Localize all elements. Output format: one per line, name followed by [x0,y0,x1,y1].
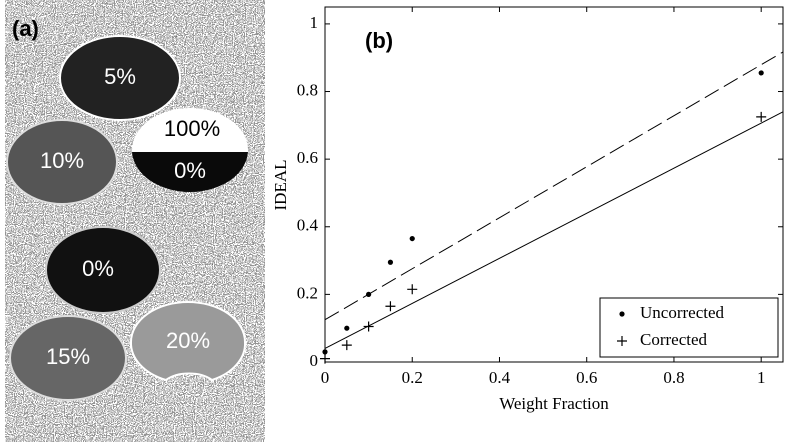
fit-line [324,111,784,349]
point [341,340,352,351]
x-tick-label: 0 [321,368,330,387]
point [407,284,418,295]
point [344,325,350,331]
vial [9,315,127,401]
y-tick-label: 0.8 [297,80,318,99]
legend-box [599,297,779,358]
point [363,321,374,332]
panel-label: (a) [12,16,39,41]
point [322,349,328,355]
x-tick-label: 0.4 [489,368,511,387]
vial [59,35,181,121]
vial [45,226,161,314]
x-axis-label: Weight Fraction [499,394,609,413]
x-tick-label: 0.8 [663,368,684,387]
mri-image: (a) 5% 100% 0% 10% 0% 15% 20% [5,0,265,442]
region-label: 100% [164,116,220,141]
point [320,353,330,364]
vial [6,119,118,205]
region-label: 20% [166,328,210,353]
y-axis-label: IDEAL [271,160,290,211]
fit-line [324,51,784,321]
y-tick-label: 1 [310,13,319,32]
y-tick-label: 0.6 [297,148,318,167]
point [409,235,415,242]
vial [129,301,247,382]
region-label: 0% [82,256,114,281]
x-tick-label: 1 [757,368,766,387]
y-tick-label: 0.4 [297,216,319,235]
y-tick-label: 0 [310,351,319,370]
vial [132,108,248,192]
point [758,70,764,76]
region-label: 5% [104,64,136,89]
point [387,259,394,265]
point [366,291,372,297]
chart: (b) Weight Fraction IDEAL 0 0.2 0.4 0.6 0.8 1… [271,6,784,413]
legend-label: Uncorrected [640,303,725,322]
region-label: 10% [40,148,84,173]
panel-label: (b) [365,28,393,53]
point [756,111,767,122]
legend-marker [617,336,627,346]
point [385,301,396,312]
region-label: 15% [46,344,90,369]
legend-marker [619,311,625,317]
region-label: 0% [174,158,206,183]
x-tick-label: 0.6 [576,368,597,387]
legend-label: Corrected [640,330,708,349]
y-tick-label: 0.2 [297,283,318,302]
x-tick-label: 0.2 [402,368,423,387]
